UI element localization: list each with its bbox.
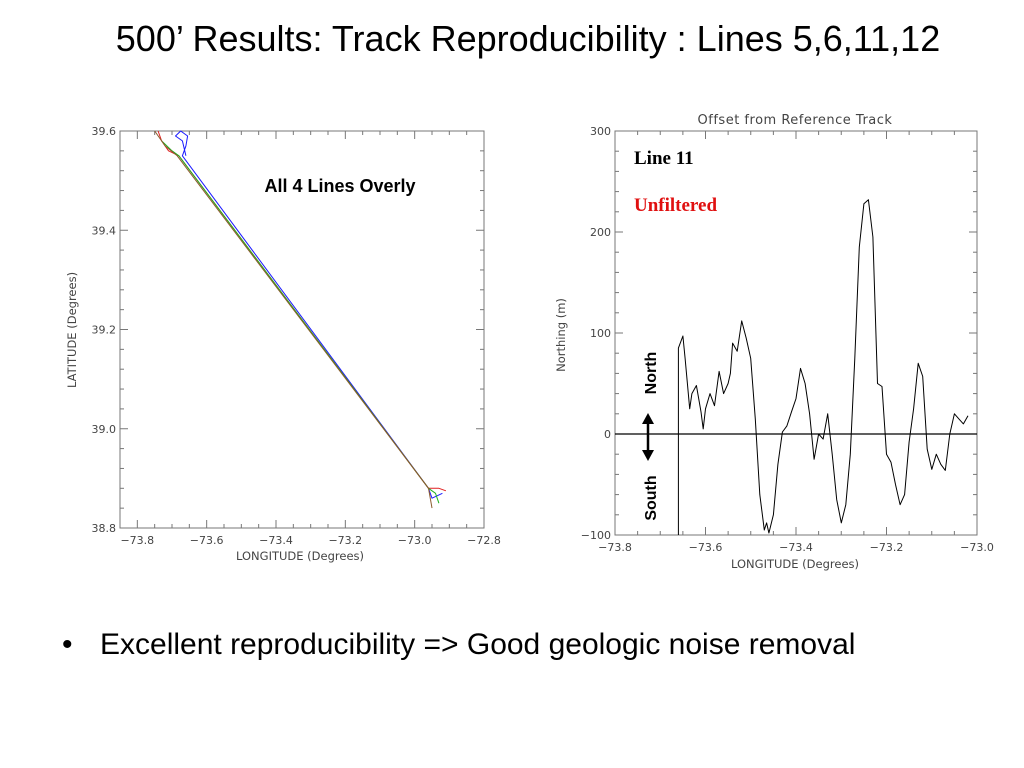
y-tick-label: 200 [590, 226, 611, 239]
x-tick-label: −73.0 [398, 534, 432, 547]
series-line-1 [677, 199, 969, 535]
series-line-1 [175, 130, 443, 499]
bullet-text: Excellent reproducibility => Good geolog… [100, 628, 856, 661]
y-tick-label: 39.0 [92, 423, 117, 436]
axis-ticks: −73.8 −73.6 −73.4 −73.2 −73.0 −72.8 38.8 39.0 39… [92, 125, 501, 547]
x-tick-label: −73.8 [598, 541, 632, 554]
y-tick-label: 39.6 [92, 125, 117, 138]
plot-frame [614, 130, 978, 536]
bullet-icon: • [62, 628, 73, 661]
y-tick-label: −100 [581, 529, 611, 542]
y-tick-label: 100 [590, 327, 611, 340]
north-south-arrow [642, 413, 654, 461]
x-tick-label: −72.8 [467, 534, 501, 547]
series-line-3 [161, 140, 440, 504]
plot-frame [119, 130, 485, 529]
axis-ticks: −73.8 −73.6 −73.4 −73.2 −73.0 −100 0 100 200 300 [581, 125, 994, 554]
y-tick-label: 38.8 [92, 522, 117, 535]
x-tick-label: −73.2 [870, 541, 904, 554]
chart-title: Offset from Reference Track [698, 113, 893, 128]
x-tick-label: −73.6 [689, 541, 723, 554]
y-tick-label: 300 [590, 125, 611, 138]
y-tick-label: 39.4 [92, 224, 117, 237]
y-tick-label: 0 [604, 428, 611, 441]
slide-title: 500’ Results: Track Reproducibility : Li… [115, 18, 941, 59]
x-tick-label: −73.8 [120, 534, 154, 547]
x-tick-label: −73.0 [960, 541, 994, 554]
x-tick-label: −73.4 [259, 534, 293, 547]
x-axis-label: LONGITUDE (Degrees) [236, 549, 364, 563]
series-group [154, 130, 447, 509]
y-axis-label: LATITUDE (Degrees) [65, 272, 79, 388]
chart-annotation: All 4 Lines Overly [264, 176, 415, 196]
filter-label: Unfiltered [634, 195, 717, 216]
series-group [677, 199, 969, 535]
series-line-2 [157, 130, 447, 492]
x-axis-label: LONGITUDE (Degrees) [731, 557, 859, 571]
x-tick-label: −73.4 [779, 541, 813, 554]
bullet-point: • Excellent reproducibility => Good geolo… [62, 628, 855, 662]
y-tick-label: 39.2 [92, 324, 117, 337]
x-tick-label: −73.6 [190, 534, 224, 547]
y-axis-label: Northing (m) [554, 298, 568, 372]
south-label: South [643, 475, 660, 520]
line-label: Line 11 [634, 148, 694, 169]
series-line-4 [154, 130, 433, 509]
north-label: North [643, 352, 660, 395]
x-tick-label: −73.2 [328, 534, 362, 547]
